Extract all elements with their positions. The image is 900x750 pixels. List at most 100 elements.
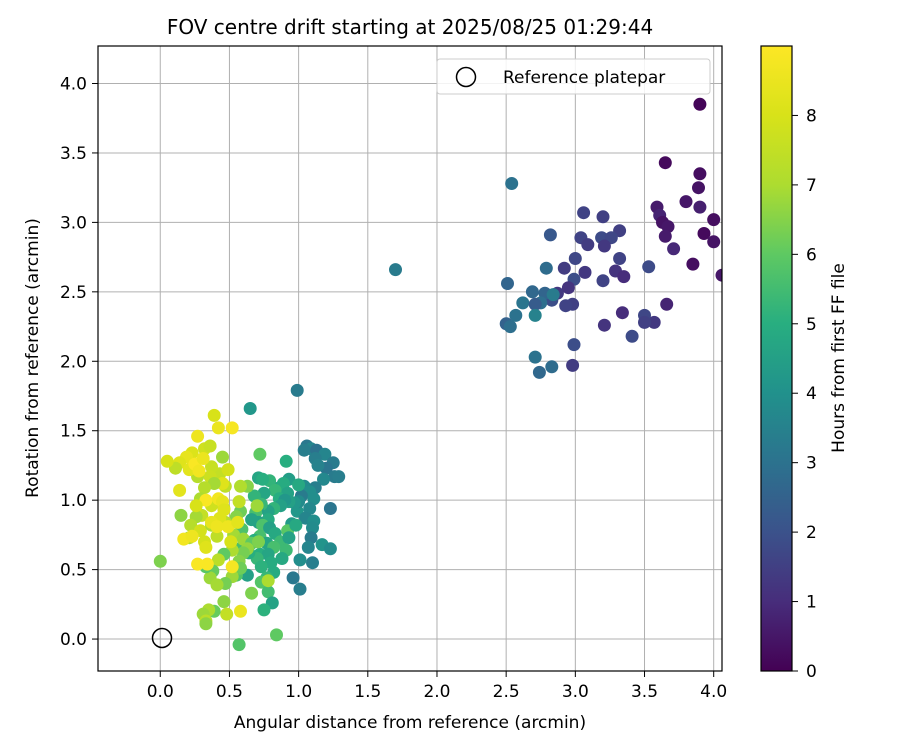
- data-point: [532, 365, 546, 379]
- data-point: [503, 320, 517, 334]
- colorbar-tick-label: 2: [806, 523, 817, 543]
- colorbar-tick-label: 8: [806, 106, 817, 126]
- data-point: [257, 603, 271, 617]
- data-point: [545, 360, 559, 374]
- data-point: [389, 263, 402, 277]
- data-point: [658, 229, 672, 243]
- data-point: [153, 554, 167, 568]
- data-point: [323, 502, 337, 515]
- data-point: [196, 452, 210, 465]
- data-point: [693, 200, 707, 214]
- data-point: [559, 299, 573, 313]
- data-point: [596, 210, 610, 224]
- data-point: [221, 463, 235, 477]
- data-point: [625, 329, 639, 343]
- data-point: [539, 261, 553, 275]
- data-point: [293, 582, 307, 596]
- data-point: [207, 477, 221, 490]
- data-point: [231, 515, 245, 529]
- data-point: [189, 499, 203, 513]
- data-point: [567, 338, 581, 352]
- data-point: [505, 177, 519, 190]
- colorbar-tick-label: 7: [806, 176, 817, 196]
- data-point: [642, 260, 656, 274]
- data-point: [211, 421, 225, 435]
- data-point: [199, 493, 213, 507]
- data-point: [597, 239, 611, 253]
- data-point: [245, 586, 259, 600]
- data-point: [307, 492, 321, 506]
- data-point: [160, 454, 174, 468]
- x-tick-label: 3.5: [631, 682, 658, 702]
- data-point: [578, 265, 592, 279]
- y-axis-label: Rotation from reference (arcmin): [23, 218, 43, 498]
- colorbar-gradient: [760, 45, 793, 672]
- y-tick-label: 3.0: [60, 213, 87, 233]
- data-point: [289, 518, 303, 532]
- x-tick-label: 2.0: [423, 682, 450, 702]
- data-point: [707, 213, 721, 227]
- data-point: [207, 408, 221, 422]
- data-point: [210, 520, 224, 534]
- data-point: [658, 156, 672, 170]
- legend-entry-label: Reference platepar: [503, 68, 665, 88]
- data-point: [216, 450, 229, 464]
- data-point: [292, 478, 306, 492]
- data-point: [617, 270, 631, 284]
- data-point: [297, 443, 311, 457]
- colorbar-tick-label: 5: [806, 315, 817, 335]
- data-point: [243, 402, 257, 415]
- colorbar: 0 1 2 3 4 5 6 7 8 Hours from first FF file: [760, 45, 849, 682]
- data-point: [217, 595, 231, 609]
- data-point: [303, 502, 317, 515]
- data-point: [210, 578, 224, 592]
- data-point: [566, 358, 580, 372]
- data-point: [199, 540, 213, 554]
- data-point: [679, 195, 693, 209]
- data-point: [660, 297, 674, 311]
- data-point: [543, 228, 557, 242]
- data-point: [234, 479, 247, 493]
- data-point: [332, 470, 346, 484]
- x-axis-label: Angular distance from reference (arcmin): [234, 713, 586, 733]
- data-point: [516, 296, 530, 310]
- data-point: [232, 638, 246, 652]
- data-point: [546, 288, 560, 302]
- data-point: [525, 285, 539, 299]
- data-point: [191, 429, 205, 443]
- data-point: [647, 315, 661, 329]
- data-point: [318, 447, 332, 461]
- data-point: [568, 252, 582, 265]
- data-point: [184, 518, 198, 532]
- data-point: [275, 552, 289, 565]
- data-point: [200, 557, 214, 571]
- x-tick-label: 1.0: [285, 682, 312, 702]
- data-point: [707, 235, 721, 249]
- x-axis-ticks: 0.0 0.5 1.0 1.5 2.0 2.5 3.0 3.5 4.0: [147, 671, 727, 702]
- data-point: [191, 557, 205, 571]
- data-point: [613, 252, 627, 265]
- colorbar-ticks: 0 1 2 3 4 5 6 7 8: [792, 106, 817, 682]
- data-point: [217, 503, 231, 517]
- data-point: [261, 574, 275, 588]
- data-point: [224, 535, 238, 549]
- grid-lines: [98, 46, 722, 671]
- y-tick-label: 3.5: [60, 144, 87, 164]
- data-point: [557, 261, 571, 275]
- data-point: [210, 529, 224, 543]
- y-tick-label: 4.0: [60, 75, 87, 95]
- x-tick-label: 0.5: [216, 682, 243, 702]
- data-point: [301, 540, 315, 554]
- data-point: [311, 458, 325, 472]
- x-tick-label: 0.0: [147, 682, 174, 702]
- y-tick-label: 1.0: [60, 491, 87, 511]
- data-point: [205, 460, 218, 474]
- data-point: [286, 571, 300, 585]
- data-point: [317, 472, 330, 486]
- data-point: [528, 297, 542, 311]
- data-point: [693, 167, 707, 181]
- legend-marker-open-circle: [455, 66, 477, 88]
- chart-title: FOV centre drift starting at 2025/08/25 …: [167, 15, 653, 39]
- y-tick-label: 2.5: [60, 283, 87, 303]
- data-point: [174, 508, 188, 522]
